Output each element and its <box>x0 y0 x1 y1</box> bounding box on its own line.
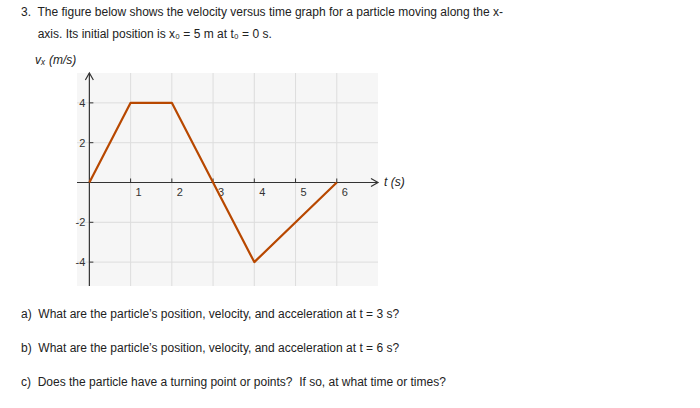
x-axis-label: t (s) <box>384 175 405 189</box>
plot-area <box>77 73 378 286</box>
y-axis-arrow <box>85 73 93 80</box>
y-tick-label: 4 <box>79 97 85 109</box>
x-tick-label: 2 <box>177 186 183 198</box>
title: 3. The figure below shows the velocity v… <box>21 5 503 19</box>
grid-line-x <box>336 73 337 286</box>
question: a) What are the particle’s position, vel… <box>21 307 399 321</box>
y-tick <box>89 142 93 143</box>
velocity-line <box>89 103 336 262</box>
x-tick <box>336 178 337 182</box>
series-group <box>89 103 336 262</box>
chart: 3. The figure below shows the velocity v… <box>0 0 700 408</box>
x-tick-label: 4 <box>259 186 265 198</box>
x-tick <box>295 178 296 182</box>
grid-line-y <box>77 142 378 143</box>
grid-line-x <box>295 73 296 286</box>
x-tick-label: 1 <box>136 186 142 198</box>
subtitle: axis. Its initial position is x₀ = 5 m a… <box>21 27 272 41</box>
grid-line-x <box>254 73 255 286</box>
x-tick-label: 5 <box>301 186 307 198</box>
y-tick <box>89 102 93 103</box>
y-tick-label: 2 <box>79 137 85 149</box>
grid-line-y <box>77 102 378 103</box>
x-tick-label: 6 <box>342 186 348 198</box>
y-tick-label: -2 <box>76 216 86 228</box>
y-tick-label: -4 <box>76 256 86 268</box>
y-axis-label: vₓ (m/s) <box>35 53 76 67</box>
x-tick <box>254 178 255 182</box>
y-tick <box>89 262 93 263</box>
question: c) Does the particle have a turning poin… <box>21 375 446 389</box>
x-tick <box>171 178 172 182</box>
y-tick <box>89 222 93 223</box>
x-axis-arrow <box>371 178 378 186</box>
x-axis-line <box>77 182 378 183</box>
grid-line-y <box>77 222 378 223</box>
question: b) What are the particle’s position, vel… <box>21 341 399 355</box>
grid-line-y <box>77 262 378 263</box>
x-tick <box>130 178 131 182</box>
